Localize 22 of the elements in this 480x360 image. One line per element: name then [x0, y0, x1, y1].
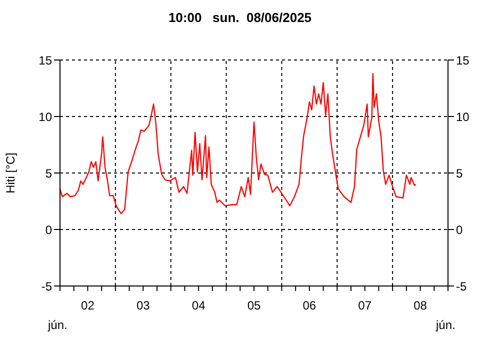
y-tick-label: -5	[41, 279, 52, 294]
y2-tick-label: 5	[456, 166, 463, 180]
y2-tick-label: -5	[456, 279, 467, 294]
chart-title: 10:00 sun. 08/06/2025	[167, 10, 313, 25]
y-tick-label: 0	[45, 222, 52, 237]
x-tick-label: 07	[358, 298, 372, 313]
y2-tick-label: 10	[456, 110, 470, 124]
x-tick-label: 04	[192, 298, 206, 313]
text: jún.	[48, 318, 68, 332]
text: jún.	[436, 318, 456, 332]
line-series	[60, 72, 416, 214]
y-tick-label: 15	[38, 53, 52, 68]
x-tick-label: 08	[414, 298, 428, 313]
y-axis-title: Hiti [°C]	[3, 152, 18, 194]
y-tick-label: 5	[45, 166, 52, 180]
x-tick-label: 03	[136, 298, 150, 313]
x-tick-label: 05	[247, 298, 261, 313]
x-tick-label: 02	[81, 298, 95, 313]
x-tick-label: 06	[302, 298, 316, 313]
y2-tick-label: 15	[456, 53, 470, 68]
y-tick-label: 10	[38, 110, 52, 124]
y2-tick-label: 0	[456, 222, 463, 237]
